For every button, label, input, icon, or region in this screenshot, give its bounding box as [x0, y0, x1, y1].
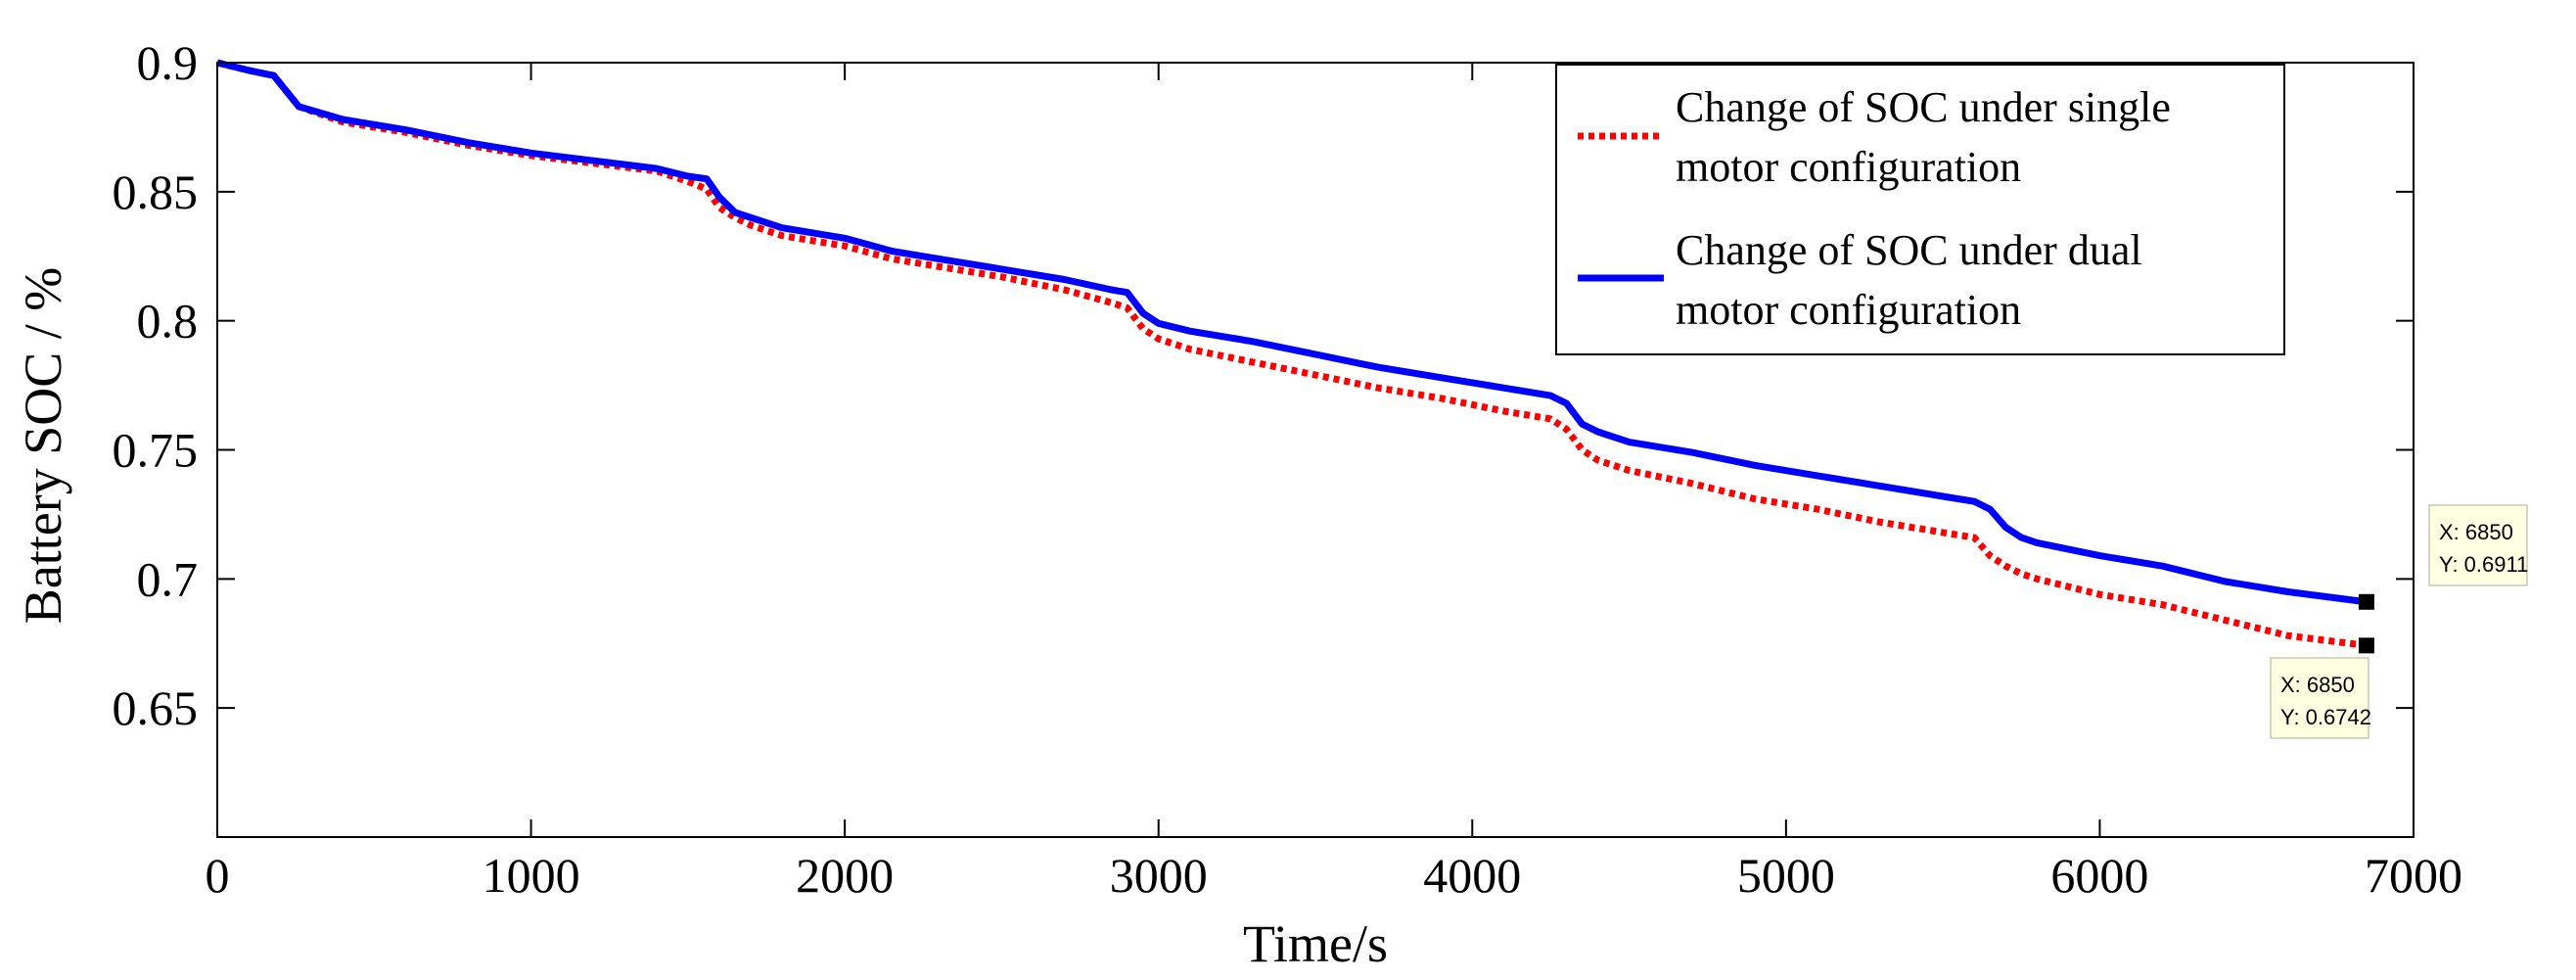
legend-label-single-line1: Change of SOC under single	[1676, 83, 2171, 131]
x-tick-label: 1000	[483, 848, 580, 903]
legend-label-single-line2: motor configuration	[1676, 143, 2021, 191]
x-tick-label: 2000	[796, 848, 894, 903]
series-layer	[216, 59, 2368, 649]
datatip-single: X: 6850 Y: 0.6742	[2270, 657, 2371, 739]
y-axis-title: Battery SOC / %	[14, 267, 72, 624]
legend: Change of SOC under single motor configu…	[1555, 64, 2285, 355]
x-tick-label: 6000	[2050, 848, 2148, 903]
y-tick-label: 0.85	[113, 164, 199, 219]
y-tick-label: 0.9	[137, 35, 199, 90]
y-tick-label: 0.65	[113, 680, 199, 735]
tick-label-layer: 0 1000 2000 3000 4000 5000 6000 7000 0.65 0.7 0.75…	[113, 35, 2463, 903]
y-tick-label: 0.75	[113, 423, 199, 478]
x-tick-label: 5000	[1737, 848, 1835, 903]
datatip-marker-single	[2358, 637, 2374, 654]
y-tick-label: 0.8	[137, 294, 199, 349]
marker-layer	[2358, 593, 2374, 654]
datatip-marker-dual	[2358, 593, 2374, 610]
datatip-dual: X: 6850 Y: 0.6911	[2428, 504, 2528, 586]
x-tick-label: 7000	[2365, 848, 2462, 903]
datatip-dual-box	[2428, 504, 2528, 586]
legend-label-dual-line1: Change of SOC under dual	[1676, 226, 2142, 274]
legend-box	[1555, 64, 2285, 355]
legend-label-dual-line2: motor configuration	[1676, 286, 2021, 334]
x-tick-label: 0	[206, 848, 230, 903]
datatip-single-y: Y: 0.6742	[2280, 705, 2371, 729]
y-tick-label: 0.7	[137, 551, 199, 606]
x-tick-label: 3000	[1110, 848, 1208, 903]
datatip-dual-y: Y: 0.6911	[2439, 552, 2528, 577]
datatip-dual-x: X: 6850	[2439, 520, 2513, 544]
x-tick-label: 4000	[1423, 848, 1521, 903]
x-axis-title: Time/s	[1243, 914, 1388, 973]
series-line-dual	[216, 59, 2368, 606]
datatip-single-x: X: 6850	[2280, 673, 2355, 697]
datatip-single-box	[2270, 657, 2369, 739]
